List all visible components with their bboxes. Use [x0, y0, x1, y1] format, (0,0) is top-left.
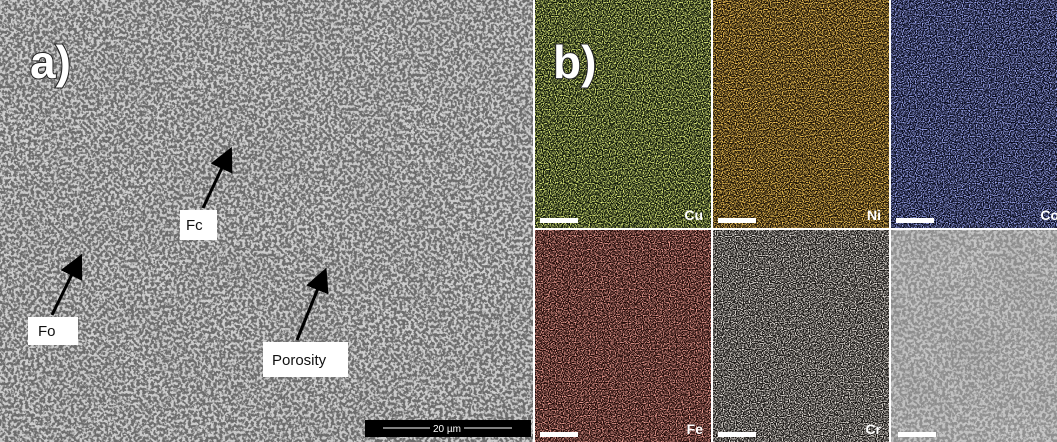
element-map: Cu [535, 0, 711, 228]
map-speckle [713, 230, 889, 442]
element-label: Cu [684, 207, 703, 223]
panel-b: Cu Ni Co Fe Cr b) [533, 0, 1057, 442]
map-speckle [713, 0, 889, 228]
map-scale-bar [718, 218, 756, 223]
map-speckle [535, 0, 711, 228]
element-label: Ni [867, 207, 881, 223]
element-map: Fe [535, 230, 711, 442]
panel-label: b) [553, 36, 596, 88]
map-speckle [535, 230, 711, 442]
figure: a) Fc Fo Porosity 20 µm Cu Ni Co Fe Cr b) [0, 0, 1057, 442]
element-label: Cr [865, 421, 881, 437]
map-scale-bar [540, 432, 578, 437]
map-scale-bar [540, 218, 578, 223]
panel-label: a) [30, 36, 71, 88]
map-speckle [891, 0, 1057, 228]
annotation: Fo [38, 323, 56, 340]
panel-a: a) Fc Fo Porosity 20 µm [0, 0, 533, 442]
element-label: Fe [687, 421, 704, 437]
sem-map [891, 230, 1057, 442]
map-scale-bar [718, 432, 756, 437]
scale-bar-label: 20 µm [433, 424, 461, 435]
element-map: Cr [713, 230, 889, 442]
element-map: Ni [713, 0, 889, 228]
element-label: Co [1040, 207, 1057, 223]
map-scale-bar [896, 218, 934, 223]
annotation: Porosity [272, 352, 327, 369]
annotation: Fc [186, 217, 203, 234]
element-map: Co [891, 0, 1057, 228]
